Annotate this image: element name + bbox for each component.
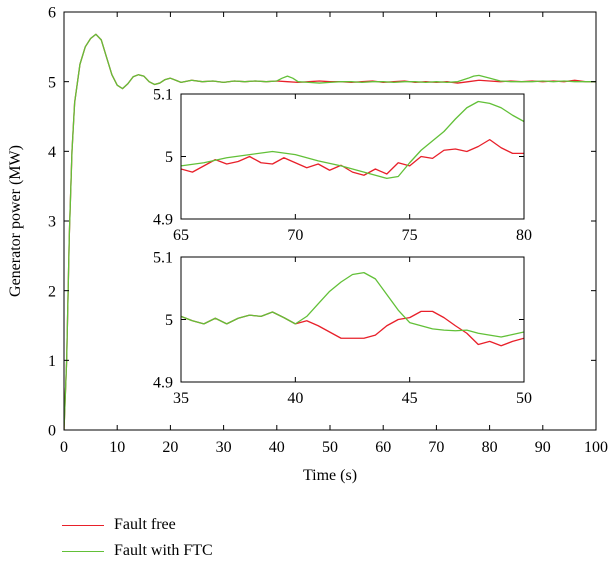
main-x-tick-label-50: 50 <box>322 439 338 456</box>
inset-top-x-tick-label-80: 80 <box>516 227 532 244</box>
main-y-tick-label-6: 6 <box>48 5 56 22</box>
legend-label-fault-with-ftc: Fault with FTC <box>114 542 213 559</box>
legend-item-fault-free: Fault free <box>62 512 213 538</box>
inset-bottom-x-tick-label-45: 45 <box>402 390 418 407</box>
inset-top-x-tick-label-70: 70 <box>287 227 303 244</box>
inset-top-x-tick-label-65: 65 <box>173 227 189 244</box>
inset-top-series-line-fault-with-ftc <box>181 100 524 180</box>
inset-chart-bottom: 35 40 45 50 4.9 5 5.1 <box>153 250 532 407</box>
legend-label-fault-free: Fault free <box>114 516 176 533</box>
legend-swatch-fault-with-ftc <box>62 550 104 552</box>
inset-bottom-y-tick-label-4-9: 4.9 <box>153 375 173 392</box>
legend: Fault free Fault with FTC <box>62 512 213 564</box>
main-y-tick-label-1: 1 <box>48 353 56 370</box>
legend-swatch-fault-free <box>62 524 104 526</box>
main-x-tick-label-90: 90 <box>535 439 551 456</box>
inset-bottom-x-tick-label-40: 40 <box>287 390 303 407</box>
inset-top-y-tick-label-5: 5 <box>165 149 173 166</box>
main-y-tick-label-2: 2 <box>48 283 56 300</box>
main-x-tick-label-40: 40 <box>269 439 285 456</box>
main-x-tick-label-0: 0 <box>60 439 68 456</box>
main-y-axis-label: Generator power (MW) <box>7 145 24 297</box>
inset-bottom-x-tick-label-35: 35 <box>173 390 189 407</box>
inset-top-y-tick-label-5-1: 5.1 <box>153 87 173 104</box>
inset-bottom-plot-area <box>181 257 524 382</box>
inset-top-series-line-fault-free <box>181 138 524 176</box>
main-x-tick-label-20: 20 <box>162 439 178 456</box>
main-y-tick-label-0: 0 <box>48 423 56 440</box>
main-x-tick-label-30: 30 <box>216 439 232 456</box>
inset-top-y-tick-label-4-9: 4.9 <box>153 212 173 229</box>
main-x-tick-label-80: 80 <box>482 439 498 456</box>
main-y-tick-label-5: 5 <box>48 74 56 91</box>
inset-chart-top: 65 70 75 80 4.9 5 5.1 <box>153 87 532 244</box>
inset-top-x-tick-label-75: 75 <box>402 227 418 244</box>
inset-bottom-x-tick-label-50: 50 <box>516 390 532 407</box>
main-x-tick-label-10: 10 <box>109 439 125 456</box>
legend-item-fault-with-ftc: Fault with FTC <box>62 538 213 564</box>
main-x-tick-label-70: 70 <box>428 439 444 456</box>
main-x-tick-label-60: 60 <box>375 439 391 456</box>
main-y-tick-label-3: 3 <box>48 214 56 231</box>
main-series-line-fault-with-ftc <box>64 33 596 430</box>
inset-bottom-y-tick-label-5: 5 <box>165 312 173 329</box>
inset-bottom-series-line-fault-with-ftc <box>181 271 524 338</box>
main-y-tick-label-4: 4 <box>48 144 56 161</box>
inset-bottom-y-tick-label-5-1: 5.1 <box>153 250 173 267</box>
main-x-axis-label: Time (s) <box>303 467 357 484</box>
main-x-tick-label-100: 100 <box>584 439 608 456</box>
